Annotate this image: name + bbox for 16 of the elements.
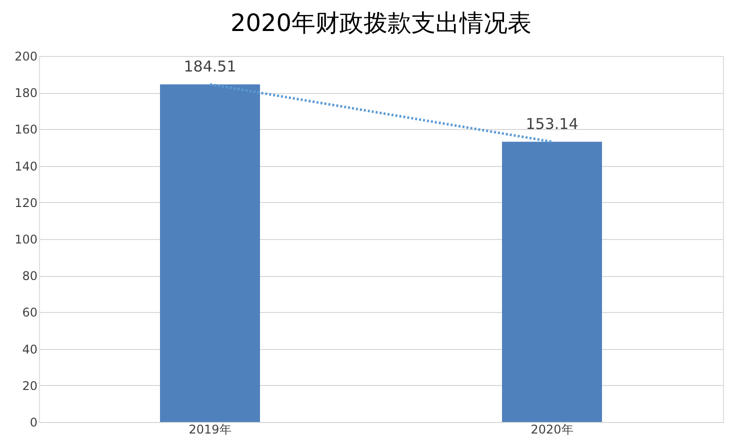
data-label: 184.51 [184,57,236,76]
y-tick-label: 40 [22,342,38,356]
y-tick-label: 0 [30,416,38,430]
y-tick-label: 160 [14,122,38,137]
y-tick-label: 60 [22,306,38,320]
y-tick-label: 100 [14,232,38,246]
chart-title: 2020年财政拨款支出情况表 [230,9,532,37]
data-label: 153.14 [526,114,578,133]
y-tick-label: 140 [14,159,38,174]
y-tick-label: 20 [22,378,38,393]
y-tick-label: 200 [14,50,38,64]
y-tick-label: 120 [14,196,38,210]
x-tick-label: 2020年 [530,422,574,436]
y-tick-label: 80 [22,269,38,284]
x-tick-label: 2019年 [188,422,232,436]
y-tick-label: 180 [14,86,38,100]
